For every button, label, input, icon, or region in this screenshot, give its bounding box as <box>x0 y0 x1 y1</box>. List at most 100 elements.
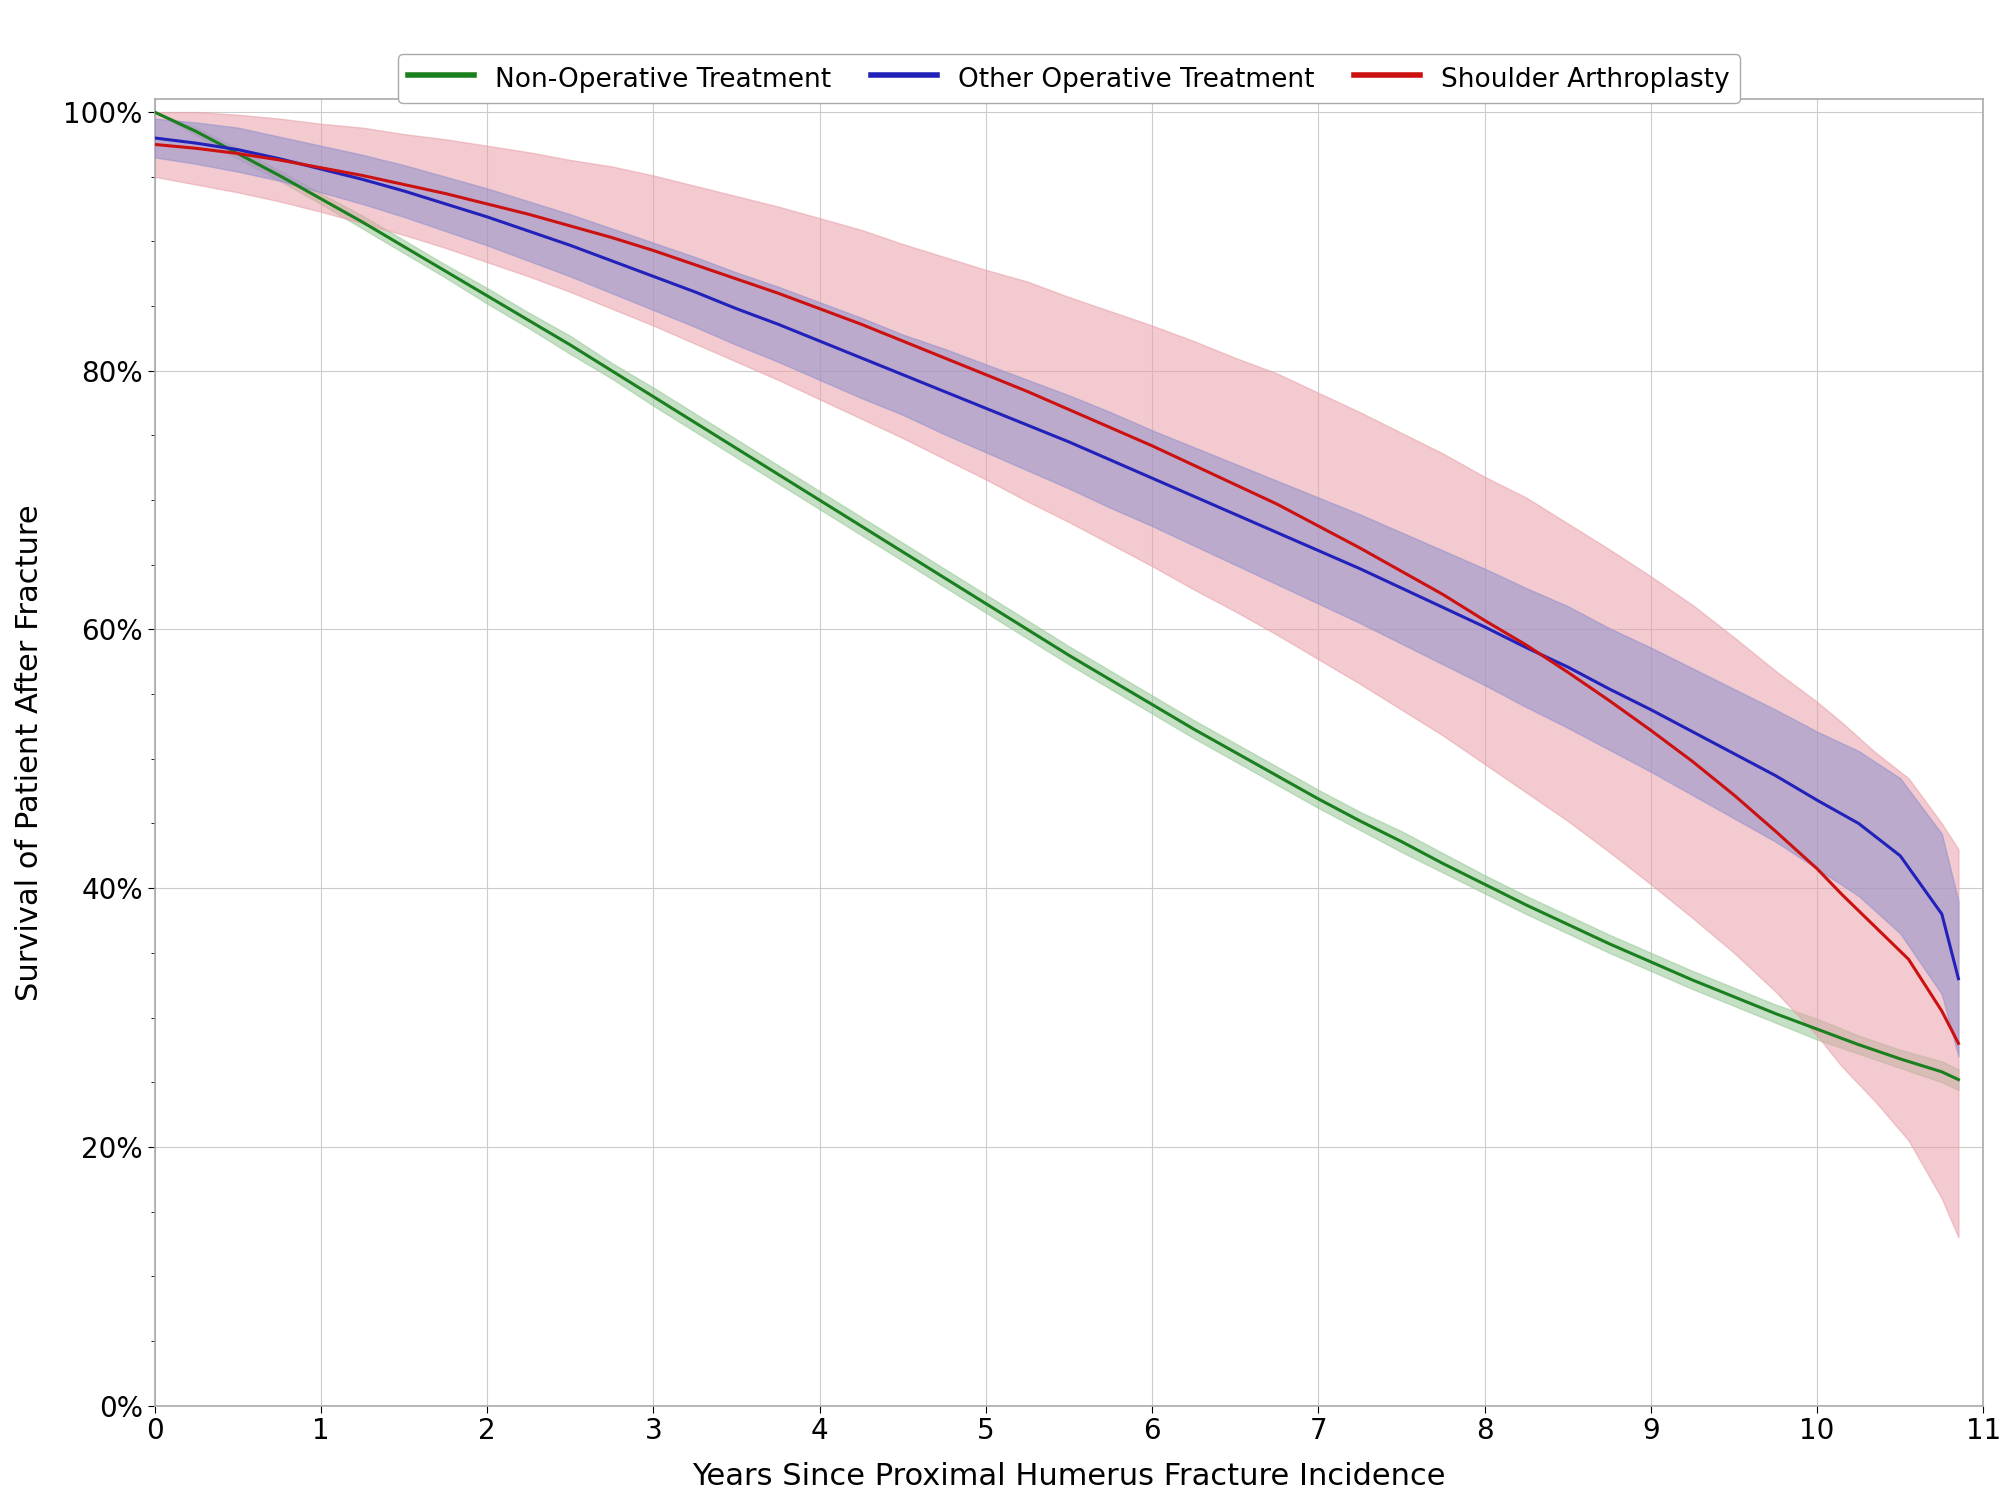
Non-Operative Treatment <box>1597 935 1621 953</box>
Shoulder Arthroplasty <box>1181 456 1206 474</box>
Non-Operative Treatment <box>1056 646 1081 664</box>
Non-Operative Treatment <box>641 387 665 405</box>
Shoulder Arthroplasty <box>516 205 540 223</box>
Other Operative Treatment <box>1224 506 1248 524</box>
Shoulder Arthroplasty <box>1945 1035 1970 1053</box>
Shoulder Arthroplasty <box>974 366 998 384</box>
Non-Operative Treatment <box>476 286 500 304</box>
Non-Operative Treatment <box>1306 789 1331 807</box>
Other Operative Treatment <box>391 182 415 200</box>
Non-Operative Treatment <box>1804 1020 1829 1038</box>
Non-Operative Treatment <box>308 190 333 208</box>
Other Operative Treatment <box>1056 432 1081 450</box>
Other Operative Treatment <box>1181 488 1206 506</box>
Non-Operative Treatment <box>599 361 623 380</box>
Other Operative Treatment <box>599 252 623 270</box>
Other Operative Treatment <box>1306 542 1331 560</box>
Shoulder Arthroplasty <box>1897 950 1921 968</box>
Shoulder Arthroplasty <box>1681 753 1706 771</box>
Non-Operative Treatment <box>1889 1050 1913 1068</box>
Other Operative Treatment <box>1597 679 1621 697</box>
Non-Operative Treatment <box>1139 696 1163 714</box>
Line: Shoulder Arthroplasty: Shoulder Arthroplasty <box>155 145 1958 1044</box>
Shoulder Arthroplasty <box>558 217 583 235</box>
Other Operative Treatment <box>558 236 583 255</box>
Other Operative Treatment <box>1556 658 1581 676</box>
Non-Operative Treatment <box>433 262 458 280</box>
Non-Operative Treatment <box>1349 812 1373 830</box>
Non-Operative Treatment <box>1181 720 1206 738</box>
Non-Operative Treatment <box>1556 916 1581 934</box>
Shoulder Arthroplasty <box>1597 691 1621 709</box>
Shoulder Arthroplasty <box>1016 383 1040 401</box>
Shoulder Arthroplasty <box>1764 822 1788 840</box>
Shoulder Arthroplasty <box>1804 860 1829 878</box>
Other Operative Treatment <box>808 331 833 349</box>
Other Operative Treatment <box>1431 598 1456 616</box>
Other Operative Treatment <box>433 194 458 212</box>
Non-Operative Treatment <box>516 312 540 330</box>
Shoulder Arthroplasty <box>849 315 873 333</box>
Other Operative Treatment <box>516 221 540 239</box>
Shoulder Arthroplasty <box>724 270 748 288</box>
Other Operative Treatment <box>724 300 748 318</box>
Other Operative Treatment <box>1847 815 1871 833</box>
Other Operative Treatment <box>476 208 500 226</box>
Other Operative Treatment <box>351 170 375 188</box>
Other Operative Treatment <box>183 134 208 152</box>
Non-Operative Treatment <box>1264 767 1288 785</box>
Other Operative Treatment <box>1681 723 1706 741</box>
Non-Operative Treatment <box>1945 1071 1970 1089</box>
Non-Operative Treatment <box>683 414 708 432</box>
Shoulder Arthroplasty <box>308 158 333 176</box>
Other Operative Treatment <box>891 366 915 384</box>
Shoulder Arthroplasty <box>1224 476 1248 494</box>
Non-Operative Treatment <box>558 336 583 354</box>
Other Operative Treatment <box>1889 846 1913 864</box>
Non-Operative Treatment <box>1016 620 1040 639</box>
Other Operative Treatment <box>974 399 998 417</box>
Shoulder Arthroplasty <box>808 300 833 318</box>
Non-Operative Treatment <box>931 569 956 587</box>
Legend: Non-Operative Treatment, Other Operative Treatment, Shoulder Arthroplasty: Non-Operative Treatment, Other Operative… <box>397 54 1740 102</box>
Non-Operative Treatment <box>1514 896 1538 914</box>
Shoulder Arthroplasty <box>351 167 375 185</box>
Non-Operative Treatment <box>1224 744 1248 762</box>
Other Operative Treatment <box>308 160 333 178</box>
Shoulder Arthroplasty <box>1472 611 1496 630</box>
Non-Operative Treatment <box>1472 875 1496 893</box>
Shoulder Arthroplasty <box>1431 586 1456 604</box>
Shoulder Arthroplasty <box>1349 539 1373 557</box>
Non-Operative Treatment <box>1847 1036 1871 1054</box>
Shoulder Arthroplasty <box>226 145 250 163</box>
Other Operative Treatment <box>1929 905 1954 923</box>
Shoulder Arthroplasty <box>766 285 790 303</box>
Other Operative Treatment <box>1264 524 1288 542</box>
Other Operative Treatment <box>641 268 665 286</box>
Shoulder Arthroplasty <box>1099 419 1123 437</box>
Other Operative Treatment <box>766 315 790 333</box>
Shoulder Arthroplasty <box>1639 721 1663 739</box>
Other Operative Treatment <box>143 130 167 148</box>
Shoulder Arthroplasty <box>599 229 623 247</box>
Non-Operative Treatment <box>1681 971 1706 989</box>
Other Operative Treatment <box>849 349 873 367</box>
Other Operative Treatment <box>1804 791 1829 809</box>
Other Operative Treatment <box>683 283 708 301</box>
Shoulder Arthroplasty <box>1514 636 1538 654</box>
Shoulder Arthroplasty <box>476 194 500 212</box>
Y-axis label: Survival of Patient After Fracture: Survival of Patient After Fracture <box>14 505 44 1000</box>
Non-Operative Treatment <box>1389 833 1413 851</box>
Shoulder Arthroplasty <box>1556 663 1581 681</box>
Other Operative Treatment <box>1945 970 1970 988</box>
Other Operative Treatment <box>1722 744 1746 762</box>
Shoulder Arthroplasty <box>1863 919 1887 937</box>
Shoulder Arthroplasty <box>1139 437 1163 455</box>
Other Operative Treatment <box>1639 700 1663 718</box>
Non-Operative Treatment <box>766 465 790 483</box>
Other Operative Treatment <box>226 140 250 158</box>
Shoulder Arthroplasty <box>183 139 208 157</box>
Shoulder Arthroplasty <box>143 136 167 154</box>
Non-Operative Treatment <box>1929 1063 1954 1081</box>
Non-Operative Treatment <box>391 238 415 256</box>
